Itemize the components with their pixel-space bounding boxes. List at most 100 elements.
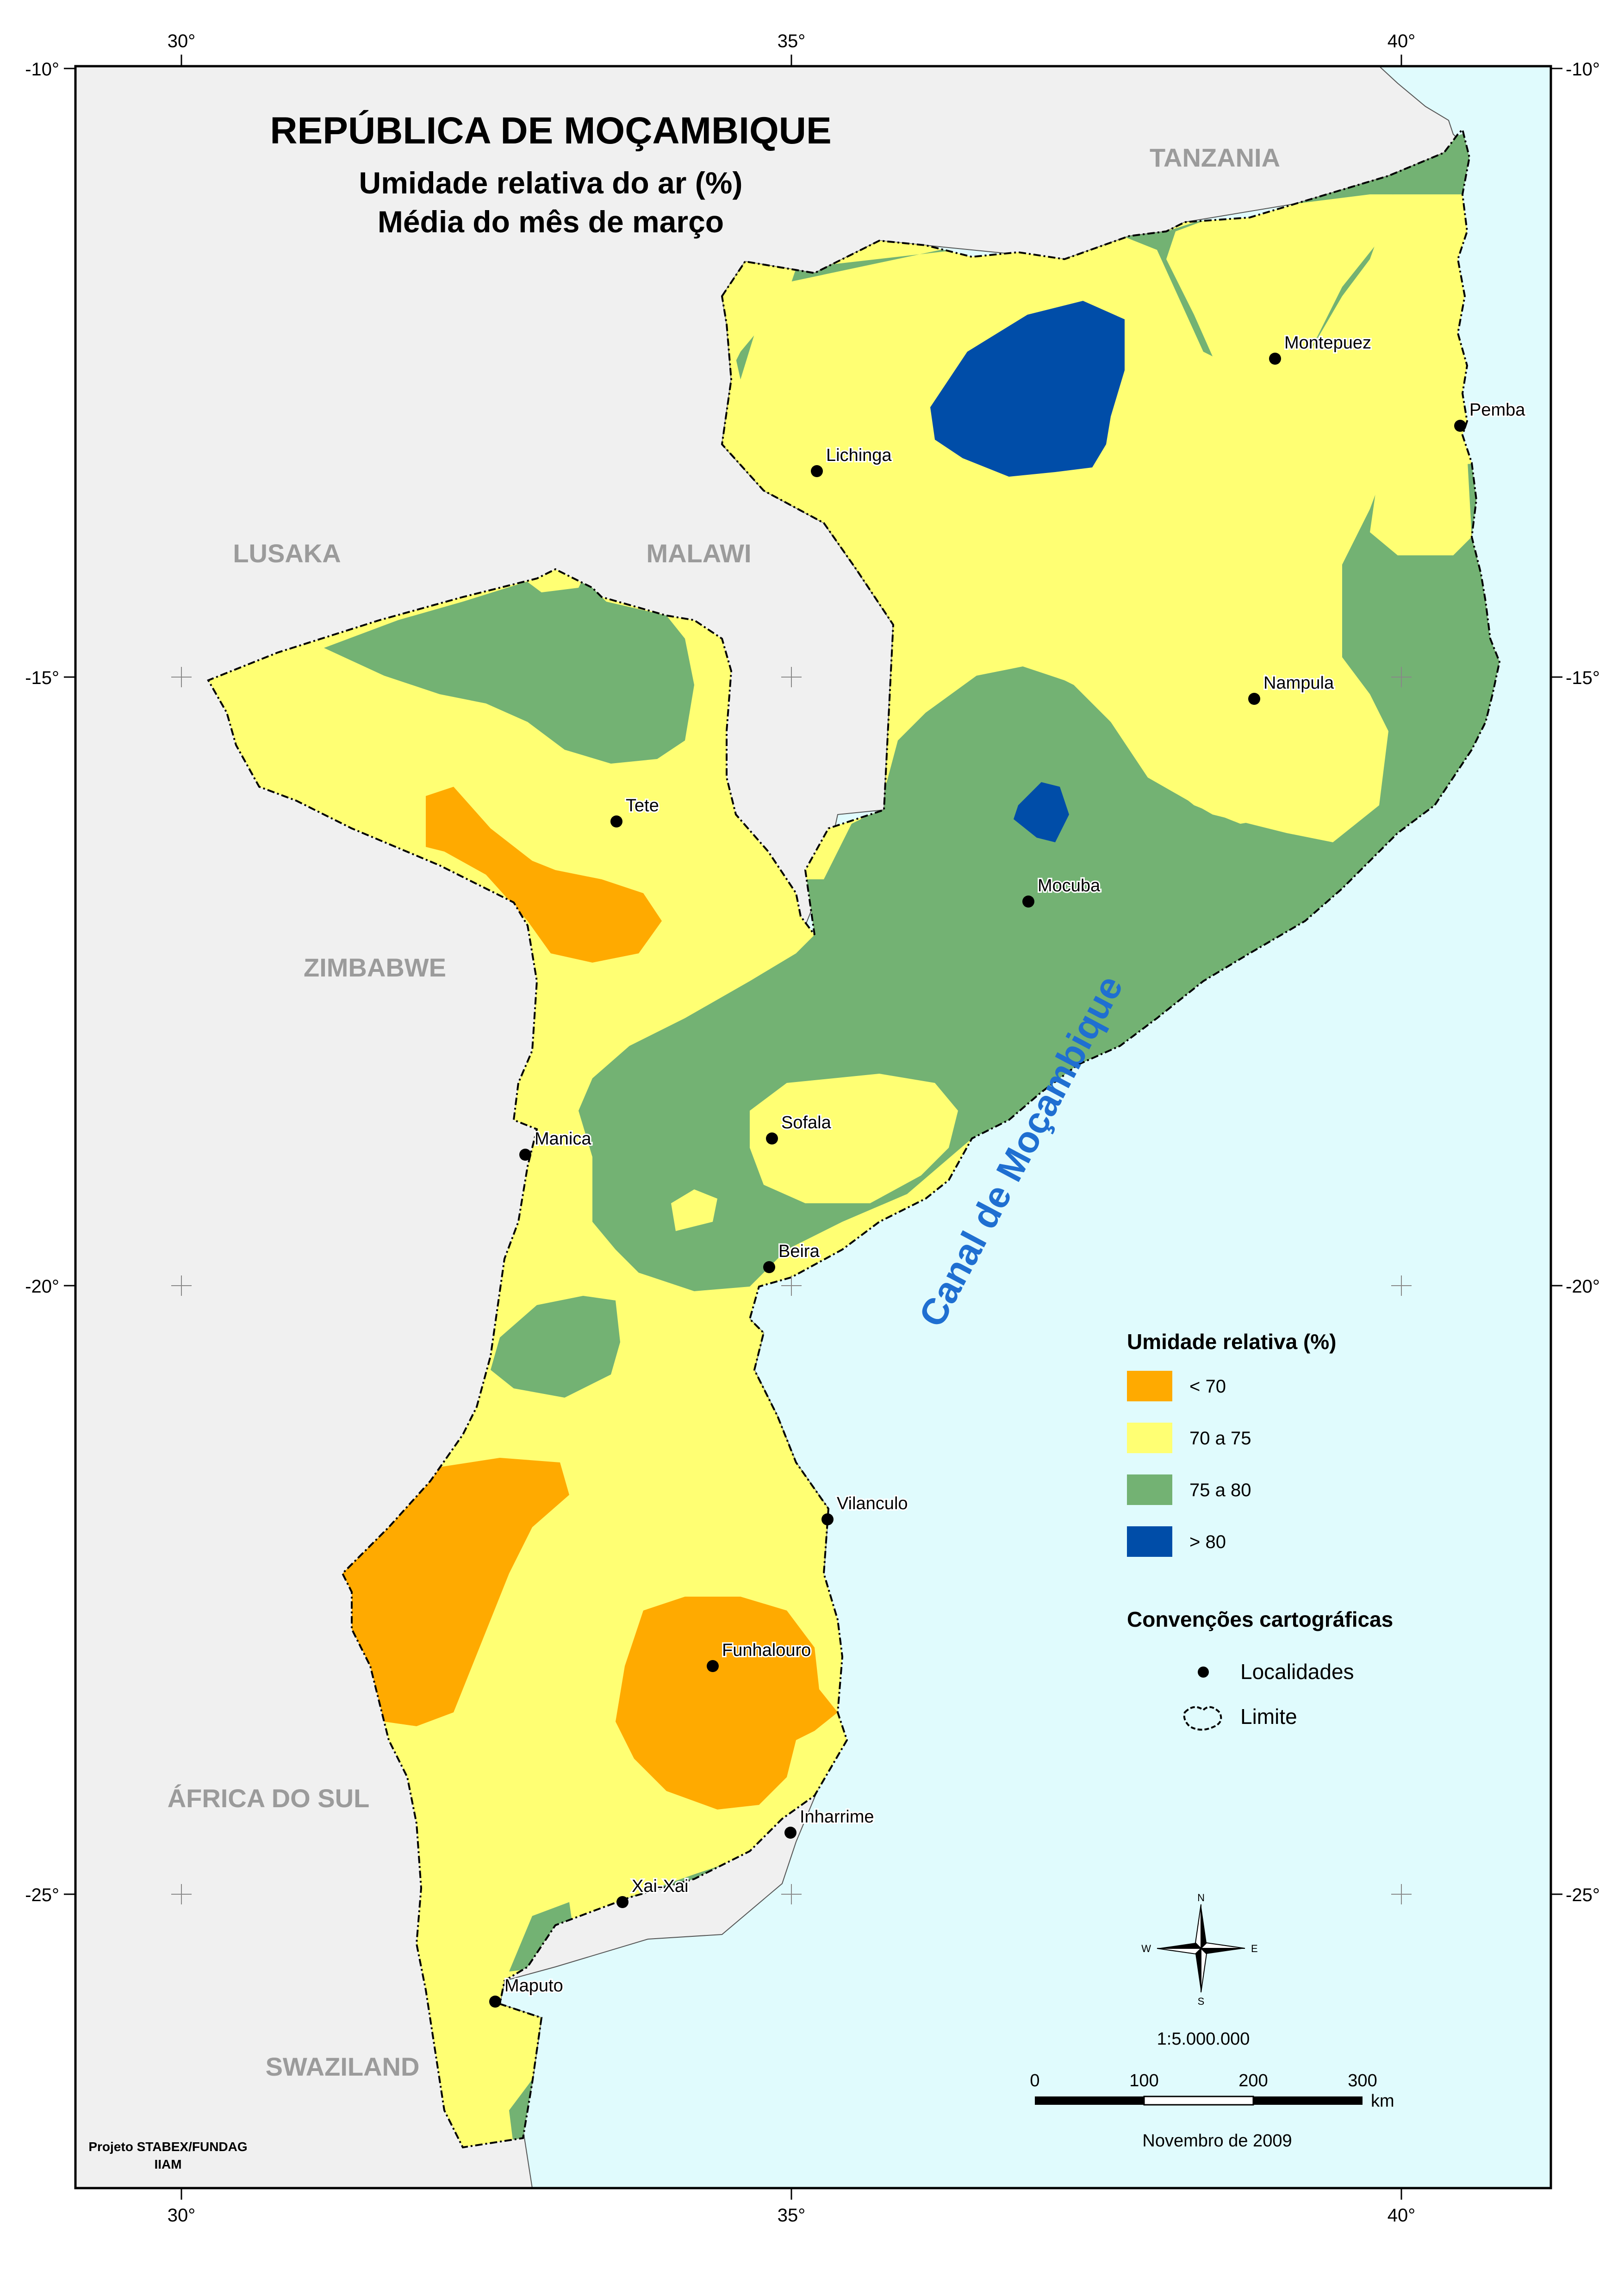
lat-label-15-left: -15° [25,668,59,688]
region-70-75-sofala [750,1074,958,1203]
scale-tick-100: 100 [1129,2071,1158,2090]
lat-labels-left: -10° -15° -20° -25° [25,59,59,1905]
country-label-tanzania: TANZANIA [1150,143,1280,172]
credit: Projeto STABEX/FUNDAG IIAM [88,2140,247,2171]
scale-tick-0: 0 [1030,2071,1039,2090]
city-marker-nampula [1248,693,1260,705]
lon-label-35-top: 35° [778,31,806,51]
city-label-montepuez: Montepuez [1284,333,1371,353]
title-line-3: Média do mês de março [378,205,724,239]
lon-labels-bottom: 30° 35° 40° [168,2205,1416,2226]
scale-tick-300: 300 [1348,2071,1377,2090]
scale-ratio: 1:5.000.000 [1157,2029,1250,2049]
compass-w: W [1141,1943,1151,1954]
lon-label-40-bottom: 40° [1388,2205,1416,2226]
legend-swatch-3 [1127,1526,1172,1557]
legend-swatch-0 [1127,1371,1172,1401]
legend-swatch-1 [1127,1423,1172,1453]
title-line-1: REPÚBLICA DE MOÇAMBIQUE [270,110,831,152]
region-70-75-northwest [722,259,796,370]
compass-n: N [1197,1892,1205,1903]
legend-title: Umidade relativa (%) [1127,1330,1336,1354]
region-gt80-north [930,301,1125,477]
city-marker-sofala [766,1132,778,1144]
city-label-maputo: Maputo [504,1976,563,1996]
country-label-zimbabwe: ZIMBABWE [304,953,446,982]
lon-label-35-bottom: 35° [778,2205,806,2226]
legend-label-3: > 80 [1189,1532,1226,1552]
city-label-mocuba: Mocuba [1038,876,1101,896]
city-label-lichinga: Lichinga [826,446,892,465]
lat-label-20-left: -20° [25,1276,59,1297]
country-label-malawi: MALAWI [646,539,751,568]
lat-label-15-right: -15° [1566,668,1600,688]
lat-labels-right: -10° -15° -20° -25° [1566,59,1600,1905]
title-line-2: Umidade relativa do ar (%) [359,166,743,200]
map-title: REPÚBLICA DE MOÇAMBIQUE Umidade relativa… [270,110,831,239]
legend-label-2: 75 a 80 [1189,1480,1251,1500]
city-marker-pemba [1454,420,1466,432]
conventions-title: Convenções cartográficas [1127,1607,1393,1631]
credit-line-1: Projeto STABEX/FUNDAG [88,2140,247,2154]
legend-label-0: < 70 [1189,1376,1226,1397]
city-marker-manica [519,1149,531,1161]
city-label-sofala: Sofala [781,1113,832,1132]
legend-locality-symbol [1198,1667,1209,1678]
region-lt70-funhalouro [616,1597,838,1810]
city-marker-funhalouro [707,1660,719,1672]
lon-label-30-top: 30° [168,31,196,51]
lat-label-10-right: -10° [1566,59,1600,80]
legend-limit-symbol [1183,1706,1222,1731]
city-marker-montepuez [1269,353,1281,365]
scale-unit: km [1371,2091,1394,2111]
lat-label-20-right: -20° [1566,1276,1600,1297]
region-70-75-small [671,1189,717,1231]
region-75-80-north [579,130,1500,1291]
city-label-nampula: Nampula [1263,673,1334,693]
region-70-75-coast [1370,454,1472,555]
lon-label-30-bottom: 30° [168,2205,196,2226]
localities: Montepuez Pemba Lichinga Nampula Tete Mocuba S… [489,332,1527,2008]
compass-s: S [1198,1996,1205,2007]
city-label-tete: Tete [626,796,659,815]
lon-label-40-top: 40° [1388,31,1416,51]
country-border [207,128,1501,2149]
city-marker-mocuba [1022,896,1034,908]
city-marker-maputo [489,1996,501,2008]
city-label-beira: Beira [778,1242,820,1261]
north-arrow: N S E W [1141,1892,1257,2007]
city-marker-inharrime [784,1827,796,1839]
city-marker-vilanculo [821,1513,834,1525]
country-labels: TANZANIA LUSAKA MALAWI ZIMBABWE ÁFRICA D… [168,143,1280,2081]
region-75-80-tete [324,569,694,764]
city-marker-beira [763,1261,775,1273]
city-label-manica: Manica [535,1129,591,1149]
compass-e: E [1251,1943,1258,1954]
scale-tick-200: 200 [1238,2071,1268,2090]
city-label-xai-xai: Xai-Xai [632,1877,689,1896]
region-lt70-tete [426,787,662,963]
region-lt70-southwest [342,1458,569,1726]
city-marker-xai-xai [616,1896,628,1908]
region-gt80-mocuba [1014,782,1069,842]
map-frame [74,65,1552,2189]
lon-labels-top: 30° 35° 40° [168,31,1416,51]
country-label-swaziland: SWAZILAND [266,2052,420,2081]
legend: Umidade relativa (%) < 70 70 a 75 75 a 80 >… [1127,1330,1393,1731]
scale-bar: 1:5.000.000 0 100 200 300 km Novembro de… [1030,2029,1394,2151]
legend-label-1: 70 a 75 [1189,1428,1251,1449]
city-label-inharrime: Inharrime [800,1807,874,1827]
city-label-funhalouro: Funhalouro [722,1641,811,1660]
city-marker-tete [610,815,622,827]
legend-localities-label: Localidades [1240,1660,1354,1684]
city-label-pemba: Pemba [1469,400,1525,420]
legend-swatch-2 [1127,1474,1172,1505]
lat-label-10-left: -10° [25,59,59,80]
credit-line-2: IIAM [154,2157,181,2171]
lat-label-25-left: -25° [25,1885,59,1905]
country-label-south-africa: ÁFRICA DO SUL [168,1784,370,1813]
graticule [64,55,1562,2200]
region-70-75-montepuez [1166,194,1393,393]
map-date: Novembro de 2009 [1142,2131,1292,2151]
